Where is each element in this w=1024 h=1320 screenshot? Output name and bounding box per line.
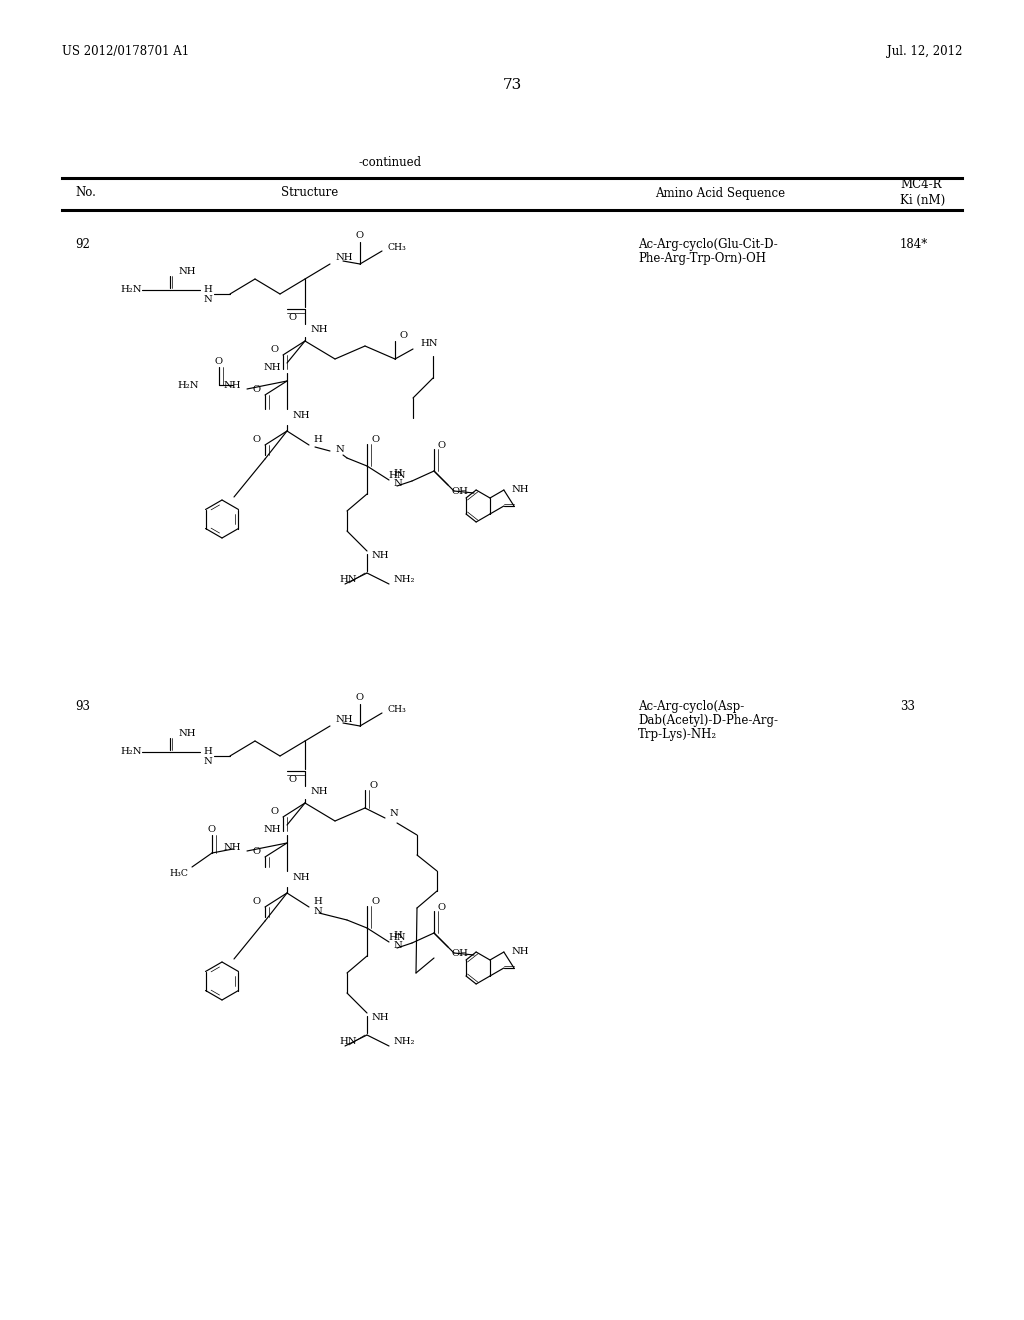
Text: No.: No.: [75, 186, 96, 199]
Text: N: N: [389, 808, 397, 817]
Text: N: N: [335, 445, 344, 454]
Text: 184*: 184*: [900, 238, 928, 251]
Text: Trp-Lys)-NH₂: Trp-Lys)-NH₂: [638, 729, 717, 741]
Text: 92: 92: [75, 238, 90, 251]
Text: NH: NH: [292, 873, 309, 882]
Text: O: O: [253, 846, 261, 855]
Text: O: O: [438, 903, 446, 912]
Text: O: O: [208, 825, 216, 833]
Text: H: H: [393, 932, 401, 940]
Text: NH: NH: [335, 252, 352, 261]
Text: N: N: [204, 758, 212, 767]
Text: H₂N: H₂N: [177, 380, 199, 389]
Text: HN: HN: [388, 933, 406, 942]
Text: HN: HN: [340, 1036, 357, 1045]
Text: NH: NH: [371, 1014, 388, 1023]
Text: NH: NH: [263, 363, 281, 371]
Text: Dab(Acetyl)-D-Phe-Arg-: Dab(Acetyl)-D-Phe-Arg-: [638, 714, 778, 727]
Text: O: O: [356, 231, 365, 240]
Text: US 2012/0178701 A1: US 2012/0178701 A1: [62, 45, 189, 58]
Text: Jul. 12, 2012: Jul. 12, 2012: [887, 45, 962, 58]
Text: H: H: [393, 470, 401, 479]
Text: NH: NH: [310, 787, 328, 796]
Text: Structure: Structure: [282, 186, 339, 199]
Text: 93: 93: [75, 700, 90, 713]
Text: NH: NH: [178, 268, 196, 276]
Text: OH: OH: [452, 949, 469, 957]
Text: NH₂: NH₂: [393, 1036, 415, 1045]
Text: Phe-Arg-Trp-Orn)-OH: Phe-Arg-Trp-Orn)-OH: [638, 252, 766, 265]
Text: Ac-Arg-cyclo(Glu-Cit-D-: Ac-Arg-cyclo(Glu-Cit-D-: [638, 238, 778, 251]
Text: H: H: [313, 434, 322, 444]
Text: N: N: [393, 941, 401, 950]
Text: N: N: [393, 479, 401, 488]
Text: H₂N: H₂N: [121, 285, 142, 294]
Text: N: N: [204, 296, 212, 305]
Text: 33: 33: [900, 700, 915, 713]
Text: NH₂: NH₂: [393, 574, 415, 583]
Text: HN: HN: [340, 574, 357, 583]
Text: H: H: [313, 896, 322, 906]
Text: 73: 73: [503, 78, 521, 92]
Text: O: O: [271, 807, 279, 816]
Text: O: O: [356, 693, 365, 702]
Text: NH: NH: [223, 842, 241, 851]
Text: HN: HN: [388, 471, 406, 480]
Text: HN: HN: [420, 339, 437, 348]
Text: O: O: [438, 441, 446, 450]
Text: NH: NH: [371, 552, 388, 561]
Text: O: O: [370, 780, 378, 789]
Text: NH: NH: [335, 714, 352, 723]
Text: O: O: [253, 384, 261, 393]
Text: H₂N: H₂N: [121, 747, 142, 756]
Text: O: O: [253, 434, 261, 444]
Text: O: O: [253, 896, 261, 906]
Text: NH: NH: [512, 948, 529, 957]
Text: NH: NH: [292, 411, 309, 420]
Text: -continued: -continued: [358, 156, 422, 169]
Text: CH₃: CH₃: [388, 243, 407, 252]
Text: NH: NH: [310, 325, 328, 334]
Text: NH: NH: [512, 486, 529, 495]
Text: O: O: [271, 345, 279, 354]
Text: NH: NH: [263, 825, 281, 833]
Text: OH: OH: [452, 487, 469, 495]
Text: H: H: [204, 285, 212, 294]
Text: N: N: [313, 907, 322, 916]
Text: O: O: [215, 356, 223, 366]
Text: H₃C: H₃C: [169, 869, 188, 878]
Text: Amino Acid Sequence: Amino Acid Sequence: [655, 186, 785, 199]
Text: O: O: [371, 898, 379, 907]
Text: NH: NH: [178, 730, 196, 738]
Text: NH: NH: [223, 380, 241, 389]
Text: Ac-Arg-cyclo(Asp-: Ac-Arg-cyclo(Asp-: [638, 700, 744, 713]
Text: O: O: [371, 436, 379, 445]
Text: MC4-R: MC4-R: [900, 178, 941, 191]
Text: H: H: [204, 747, 212, 756]
Text: Ki (nM): Ki (nM): [900, 194, 945, 206]
Text: CH₃: CH₃: [388, 705, 407, 714]
Text: O: O: [400, 331, 409, 341]
Text: O: O: [289, 313, 297, 322]
Text: O: O: [289, 775, 297, 784]
